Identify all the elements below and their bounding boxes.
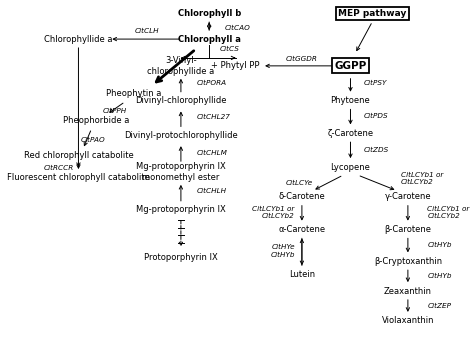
Text: CitLCYb1 or
CitLCYb2: CitLCYb1 or CitLCYb2 xyxy=(253,206,295,219)
Text: Red chlorophyll catabolite: Red chlorophyll catabolite xyxy=(24,151,133,160)
Text: CitCLH: CitCLH xyxy=(135,28,160,34)
Text: + Phytyl PP: + Phytyl PP xyxy=(211,61,260,71)
Text: Zeaxanthin: Zeaxanthin xyxy=(384,287,432,295)
Text: β-Carotene: β-Carotene xyxy=(384,225,431,234)
Text: CitCHL27: CitCHL27 xyxy=(197,115,231,120)
Text: CitPAO: CitPAO xyxy=(80,137,105,143)
Text: Phytoene: Phytoene xyxy=(330,96,370,105)
Text: Lutein: Lutein xyxy=(289,270,315,279)
Text: Pheophytin a: Pheophytin a xyxy=(106,89,162,98)
Text: Chlorophyllide a: Chlorophyllide a xyxy=(44,35,113,44)
Text: CitLCYb1 or
CitLCYb2: CitLCYb1 or CitLCYb2 xyxy=(428,206,470,219)
Text: CitCAO: CitCAO xyxy=(225,25,251,31)
Text: Divinyl-chlorophyllide: Divinyl-chlorophyllide xyxy=(135,96,227,105)
Text: CitPPH: CitPPH xyxy=(103,108,127,115)
Text: GGPP: GGPP xyxy=(334,61,366,71)
Text: CitHYb: CitHYb xyxy=(428,243,452,248)
Text: δ-Carotene: δ-Carotene xyxy=(279,192,325,201)
Text: β-Cryptoxanthin: β-Cryptoxanthin xyxy=(374,257,442,266)
Text: Chlorophyll b: Chlorophyll b xyxy=(178,9,241,18)
Text: CitZDS: CitZDS xyxy=(364,147,389,153)
Text: CitGGDR: CitGGDR xyxy=(286,56,318,62)
Text: Mg-protoporphyrin IX
monomethyl ester: Mg-protoporphyrin IX monomethyl ester xyxy=(136,162,226,182)
Text: CitZEP: CitZEP xyxy=(428,303,451,309)
Text: CitHYe: CitHYe xyxy=(271,244,295,250)
Text: Pheophorbide a: Pheophorbide a xyxy=(63,116,129,125)
Text: CitCHLM: CitCHLM xyxy=(197,150,228,156)
Text: CitRCCR: CitRCCR xyxy=(44,165,74,171)
Text: 3-Vinyl-
chlorophyllide a: 3-Vinyl- chlorophyllide a xyxy=(147,56,215,76)
Text: CitHYb: CitHYb xyxy=(270,252,295,258)
Text: CitPORA: CitPORA xyxy=(197,80,227,86)
Text: Divinyl-protochlorophyllide: Divinyl-protochlorophyllide xyxy=(124,131,238,140)
Text: Chlorophyll a: Chlorophyll a xyxy=(178,35,241,44)
Text: α-Carotene: α-Carotene xyxy=(278,225,326,234)
Text: γ-Carotene: γ-Carotene xyxy=(384,192,431,201)
Text: CitHYb: CitHYb xyxy=(428,273,452,279)
Text: Mg-protoporphyrin IX: Mg-protoporphyrin IX xyxy=(136,205,226,214)
Text: Lycopene: Lycopene xyxy=(330,163,370,172)
Text: CitCHLH: CitCHLH xyxy=(197,188,227,194)
Text: ζ-Carotene: ζ-Carotene xyxy=(328,129,374,138)
Text: CitPDS: CitPDS xyxy=(364,114,388,119)
Text: CitCS: CitCS xyxy=(220,46,240,52)
Text: Violaxanthin: Violaxanthin xyxy=(382,316,434,325)
Text: Protoporphyrin IX: Protoporphyrin IX xyxy=(144,253,218,262)
Text: CitPSY: CitPSY xyxy=(364,80,387,86)
Text: MEP pathway: MEP pathway xyxy=(338,9,407,18)
Text: CitLCYb1 or
CitLCYb2: CitLCYb1 or CitLCYb2 xyxy=(401,172,443,185)
Text: Fluorescent chlorophyll catabolite: Fluorescent chlorophyll catabolite xyxy=(7,173,150,182)
Text: CitLCYe: CitLCYe xyxy=(285,180,312,186)
